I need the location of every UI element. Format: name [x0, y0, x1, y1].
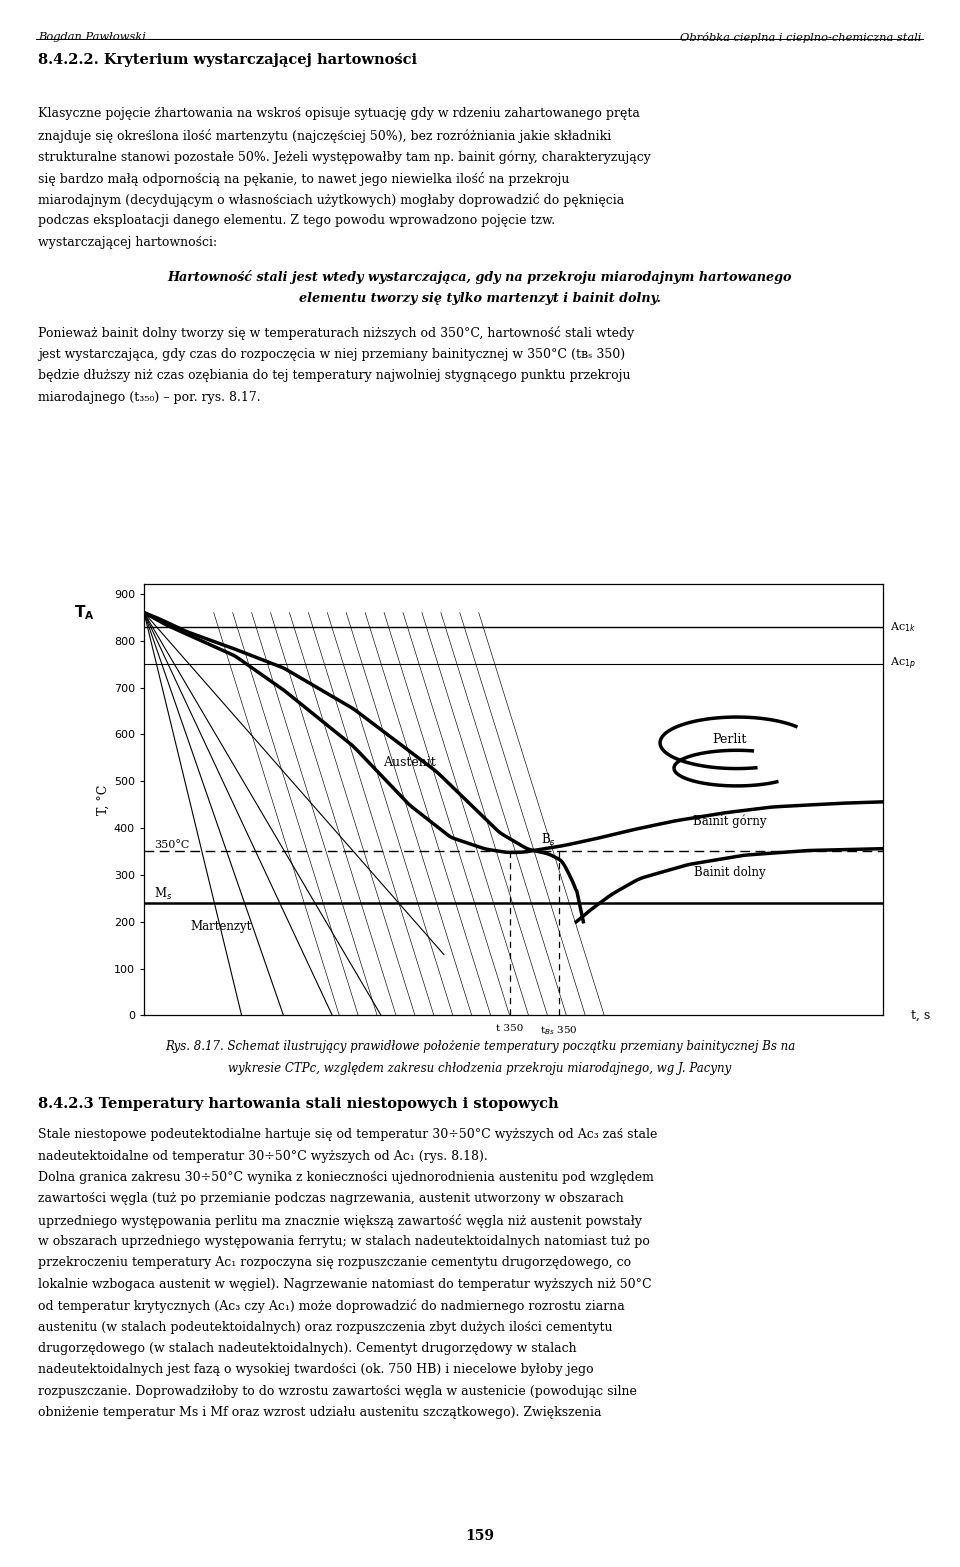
Text: Austenit: Austenit [383, 755, 436, 769]
Text: Ac$_{1p}$: Ac$_{1p}$ [890, 657, 916, 672]
Text: miarodajnego (t₃₅₀) – por. rys. 8.17.: miarodajnego (t₃₅₀) – por. rys. 8.17. [38, 390, 261, 404]
Text: 159: 159 [466, 1529, 494, 1543]
Text: Bainit górny: Bainit górny [693, 815, 766, 827]
Text: strukturalne stanowi pozostałe 50%. Jeżeli występowałby tam np. bainit górny, ch: strukturalne stanowi pozostałe 50%. Jeże… [38, 150, 651, 163]
Text: elementu tworzy się tylko martenzyt i bainit dolny.: elementu tworzy się tylko martenzyt i ba… [299, 291, 661, 304]
Text: Obróbka cieplna i cieplno-chemiczna stali: Obróbka cieplna i cieplno-chemiczna stal… [681, 31, 922, 44]
Text: 8.4.2.2. Kryterium wystarczającej hartowności: 8.4.2.2. Kryterium wystarczającej hartow… [38, 53, 418, 67]
Text: Klasyczne pojęcie źhartowania na wskroś opisuje sytuację gdy w rdzeniu zahartowa: Klasyczne pojęcie źhartowania na wskroś … [38, 107, 640, 121]
Text: M$_s$: M$_s$ [155, 885, 173, 901]
Text: podczas eksploatacji danego elementu. Z tego powodu wprowadzono pojęcie tzw.: podczas eksploatacji danego elementu. Z … [38, 215, 556, 227]
Text: od temperatur krytycznych (Ac₃ czy Ac₁) może doprowadzić do nadmiernego rozrostu: od temperatur krytycznych (Ac₃ czy Ac₁) … [38, 1299, 625, 1313]
Y-axis label: T, °C: T, °C [97, 785, 109, 815]
Text: rozpuszczanie. Doprowadziłoby to do wzrostu zawartości węgla w austenicie (powod: rozpuszczanie. Doprowadziłoby to do wzro… [38, 1385, 637, 1398]
Text: 350°C: 350°C [155, 840, 190, 849]
Text: uprzedniego występowania perlitu ma znacznie większą zawartość węgla niż austeni: uprzedniego występowania perlitu ma znac… [38, 1214, 642, 1227]
Text: Perlit: Perlit [712, 732, 747, 746]
Text: obniżenie temperatur Ms i Mf oraz wzrost udziału austenitu szczątkowego). Zwięks: obniżenie temperatur Ms i Mf oraz wzrost… [38, 1406, 602, 1420]
Text: jest wystarczająca, gdy czas do rozpoczęcia w niej przemiany bainitycznej w 350°: jest wystarczająca, gdy czas do rozpoczę… [38, 348, 626, 360]
Text: Rys. 8.17. Schemat ilustrujący prawidłowe położenie temperatury początku przemia: Rys. 8.17. Schemat ilustrujący prawidłow… [165, 1040, 795, 1053]
Text: 8.4.2.3 Temperatury hartowania stali niestopowych i stopowych: 8.4.2.3 Temperatury hartowania stali nie… [38, 1097, 559, 1111]
Text: austenitu (w stalach podeutektoidalnych) oraz rozpuszczenia zbyt dużych ilości c: austenitu (w stalach podeutektoidalnych)… [38, 1321, 612, 1334]
Text: się bardzo małą odpornością na pękanie, to nawet jego niewielka ilość na przekro: się bardzo małą odpornością na pękanie, … [38, 171, 570, 185]
Text: Bainit dolny: Bainit dolny [694, 867, 765, 879]
Text: przekroczeniu temperatury Ac₁ rozpoczyna się rozpuszczanie cementytu drugorzędow: przekroczeniu temperatury Ac₁ rozpoczyna… [38, 1257, 632, 1269]
Text: wystarczającej hartowności:: wystarczającej hartowności: [38, 235, 218, 249]
Text: nadeutektoidalne od temperatur 30÷50°C wyższych od Ac₁ (rys. 8.18).: nadeutektoidalne od temperatur 30÷50°C w… [38, 1150, 488, 1163]
Text: miarodajnym (decydującym o własnościach użytkowych) mogłaby doprowadzić do pękni: miarodajnym (decydującym o własnościach … [38, 193, 625, 207]
Text: Hartowność stali jest wtedy wystarczająca, gdy na przekroju miarodajnym hartowan: Hartowność stali jest wtedy wystarczając… [168, 271, 792, 284]
Text: Ac$_{1k}$: Ac$_{1k}$ [890, 619, 916, 633]
Text: w obszarach uprzedniego występowania ferrytu; w stalach nadeutektoidalnych natom: w obszarach uprzedniego występowania fer… [38, 1235, 650, 1247]
Text: Stale niestopowe podeutektodialne hartuje się od temperatur 30÷50°C wyższych od : Stale niestopowe podeutektodialne hartuj… [38, 1128, 658, 1141]
Text: Dolna granica zakresu 30÷50°C wynika z konieczności ujednorodnienia austenitu po: Dolna granica zakresu 30÷50°C wynika z k… [38, 1171, 655, 1185]
Text: zawartości węgla (tuż po przemianie podczas nagrzewania, austenit utworzony w ob: zawartości węgla (tuż po przemianie podc… [38, 1192, 624, 1205]
Text: Ponieważ bainit dolny tworzy się w temperaturach niższych od 350°C, hartowność s: Ponieważ bainit dolny tworzy się w tempe… [38, 326, 635, 340]
Text: drugorzędowego (w stalach nadeutektoidalnych). Cementyt drugorzędowy w stalach: drugorzędowego (w stalach nadeutektoidal… [38, 1341, 577, 1355]
Text: Martenzyt: Martenzyt [190, 920, 252, 932]
Text: znajduje się określona ilość martenzytu (najczęściej 50%), bez rozróżniania jaki: znajduje się określona ilość martenzytu … [38, 128, 612, 143]
Text: t$_{Bs}$ 350: t$_{Bs}$ 350 [540, 1023, 578, 1037]
Text: wykresie CTPc, względem zakresu chłodzenia przekroju miarodajnego, wg J. Pacyny: wykresie CTPc, względem zakresu chłodzen… [228, 1062, 732, 1075]
Text: lokalnie wzbogaca austenit w węgiel). Nagrzewanie natomiast do temperatur wyższy: lokalnie wzbogaca austenit w węgiel). Na… [38, 1279, 652, 1291]
Text: t 350: t 350 [496, 1023, 524, 1033]
Text: $\bf{T_A}$: $\bf{T_A}$ [75, 603, 95, 622]
Text: Bogdan Pawłowski: Bogdan Pawłowski [38, 31, 146, 42]
Text: B$_s$: B$_s$ [541, 832, 557, 848]
Text: nadeutektoidalnych jest fazą o wysokiej twardości (ok. 750 HB) i niecelowe byłob: nadeutektoidalnych jest fazą o wysokiej … [38, 1363, 594, 1376]
Text: będzie dłuższy niż czas ozębiania do tej temperatury najwolniej stygnącego punkt: będzie dłuższy niż czas ozębiania do tej… [38, 370, 631, 382]
Text: t, s: t, s [911, 1009, 930, 1022]
